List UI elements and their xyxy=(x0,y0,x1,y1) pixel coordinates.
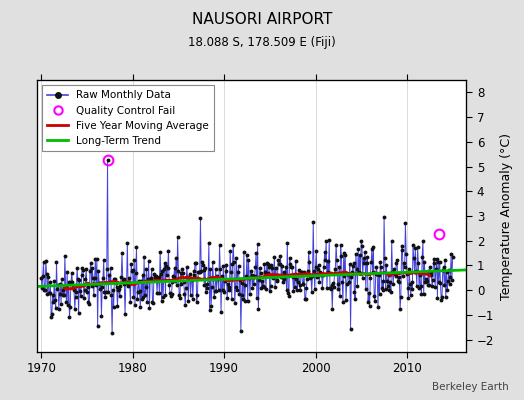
Y-axis label: Temperature Anomaly (°C): Temperature Anomaly (°C) xyxy=(500,132,512,300)
Text: NAUSORI AIRPORT: NAUSORI AIRPORT xyxy=(192,12,332,27)
Legend: Raw Monthly Data, Quality Control Fail, Five Year Moving Average, Long-Term Tren: Raw Monthly Data, Quality Control Fail, … xyxy=(42,85,214,151)
Text: Berkeley Earth: Berkeley Earth xyxy=(432,382,508,392)
Text: 18.088 S, 178.509 E (Fiji): 18.088 S, 178.509 E (Fiji) xyxy=(188,36,336,49)
